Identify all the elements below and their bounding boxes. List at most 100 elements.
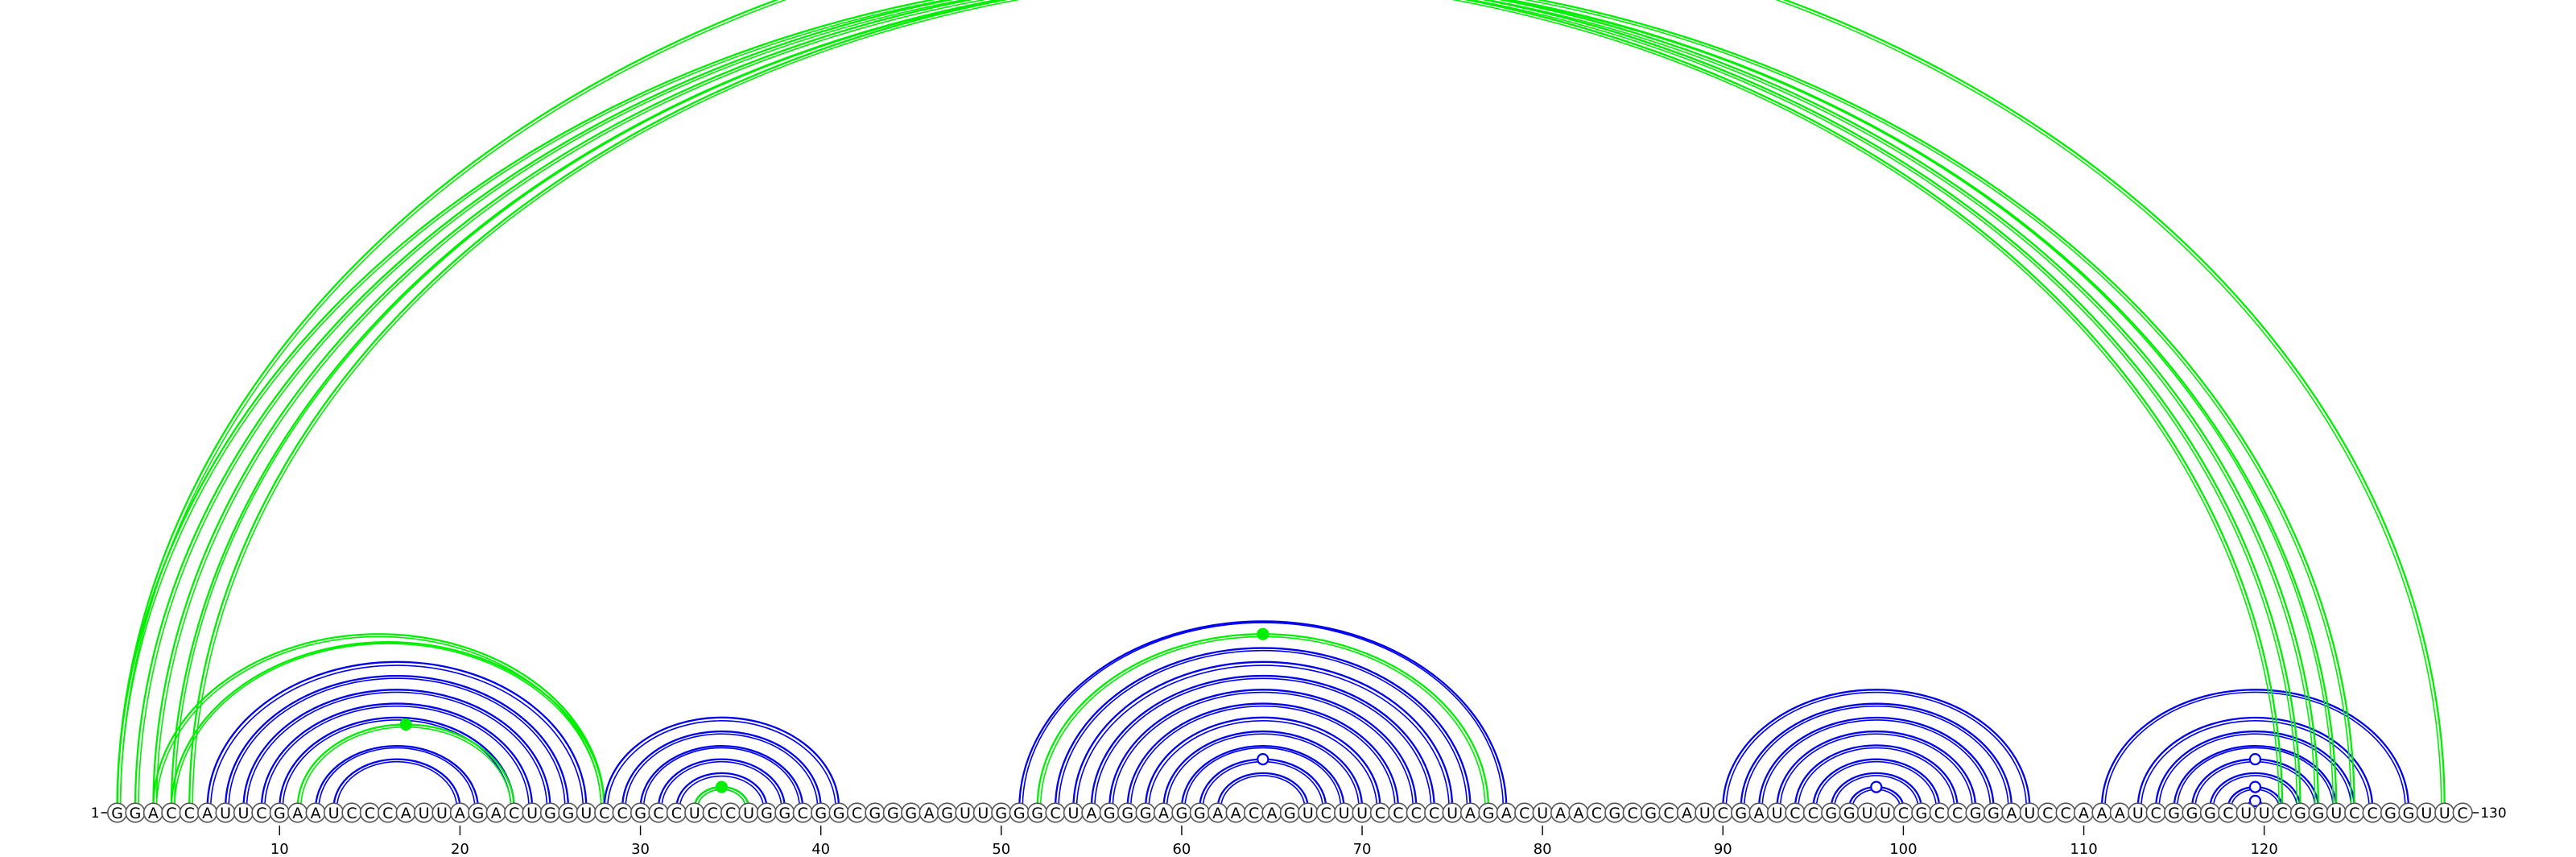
nucleotide-121: C <box>2272 802 2293 823</box>
nucleotide-115: G <box>2164 802 2185 823</box>
arc-12-21 <box>314 744 479 809</box>
nucleotide-letter: U <box>1067 805 1079 822</box>
nucleotide-44: G <box>882 802 903 823</box>
arc-54-75-inner <box>1075 664 1450 809</box>
tick-label-60: 60 <box>1172 841 1191 857</box>
nucleotide-letter: G <box>905 805 917 822</box>
nucleotide-81: A <box>1550 802 1571 823</box>
nucleotide-119: U <box>2235 802 2256 823</box>
nucleotide-37: G <box>756 802 778 823</box>
nucleotide-109: C <box>2055 802 2076 823</box>
arc-8-25 <box>242 689 551 809</box>
nucleotide-41: G <box>828 802 849 823</box>
nucleotide-22: A <box>485 802 506 823</box>
nucleotide-letter: U <box>436 805 448 822</box>
arc-111-128-inner <box>2104 691 2406 809</box>
nucleotide-letter: A <box>2115 805 2125 822</box>
sequence-start-label: 1 <box>91 805 100 822</box>
arc-marker-61-68 <box>1257 752 1269 766</box>
nucleotide-112: A <box>2109 802 2130 823</box>
nucleotide-60: G <box>1171 802 1192 823</box>
arc-6-27-inner <box>209 664 584 809</box>
nucleotide-97: G <box>1839 802 1860 823</box>
nucleotide-letter: G <box>995 805 1007 822</box>
nucleotide-73: C <box>1406 802 1426 823</box>
nucleotide-42: C <box>846 802 868 823</box>
nucleotide-86: G <box>1641 802 1662 823</box>
nucleotide-125: C <box>2344 802 2365 823</box>
nucleotide-letter: G <box>1194 805 1206 822</box>
nucleotide-77: G <box>1478 802 1499 823</box>
nucleotide-118: C <box>2218 802 2239 823</box>
nucleotide-letter: G <box>111 805 123 822</box>
nucleotide-letter: C <box>184 805 195 822</box>
nucleotide-66: G <box>1279 802 1300 823</box>
arc-marker-52-77 <box>1257 627 1269 640</box>
nucleotide-letter: C <box>1934 805 1945 822</box>
nucleotide-98: U <box>1856 802 1878 823</box>
arc-1-130 <box>116 0 2446 809</box>
nucleotide-52: G <box>1027 802 1048 823</box>
nucleotide-85: C <box>1622 802 1643 823</box>
nucleotide-11: A <box>287 802 308 823</box>
arc-1-121-inner <box>119 0 2280 809</box>
nucleotide-5: C <box>179 802 200 823</box>
nucleotide-103: C <box>1947 802 1968 823</box>
nucleotide-letter: G <box>544 805 556 822</box>
nucleotide-20: A <box>449 802 471 823</box>
nucleotide-letter: G <box>2313 805 2325 822</box>
arc-32-37-inner <box>679 775 765 809</box>
nucleotide-letter: A <box>1086 805 1096 822</box>
nucleotide-letter: A <box>1231 805 1241 822</box>
arc-55-74-inner <box>1094 677 1432 809</box>
nucleotide-72: C <box>1388 802 1409 823</box>
nucleotide-8: U <box>233 802 254 823</box>
nucleotide-93: U <box>1766 802 1788 823</box>
nucleotide-letter: A <box>1266 805 1277 822</box>
nucleotide-letter: C <box>1375 805 1385 822</box>
arc-94-103-inner <box>1798 747 1955 809</box>
arc-93-104 <box>1776 730 1977 809</box>
tick-label-100: 100 <box>1889 841 1917 857</box>
arc-92-105-inner <box>1761 719 1992 809</box>
arc-113-126-inner <box>2140 720 2370 809</box>
nucleotide-letter: A <box>1682 805 1692 822</box>
arc-marker-116-123 <box>2248 752 2262 766</box>
nucleotide-letter: C <box>2277 805 2287 822</box>
nucleotide-letter: C <box>2223 805 2233 822</box>
nucleotide-letter: G <box>2403 805 2415 822</box>
arc-60-69 <box>1180 744 1345 809</box>
nucleotide-64: C <box>1243 802 1265 823</box>
arc-117-122-inner <box>2212 775 2298 809</box>
nucleotide-68: C <box>1315 802 1336 823</box>
nucleotide-65: A <box>1261 802 1282 823</box>
arc-94-103 <box>1794 744 1959 809</box>
nucleotide-letter: U <box>977 805 989 822</box>
nucleotide-67: U <box>1298 802 1319 823</box>
nucleotide-letter: A <box>1574 805 1584 822</box>
nucleotide-122: G <box>2289 802 2311 823</box>
nucleotide-39: C <box>792 802 813 823</box>
nucleotide-50: G <box>991 802 1012 823</box>
nucleotide-letter: U <box>1772 805 1783 822</box>
arc-5-125 <box>188 0 2355 809</box>
nucleotide-63: A <box>1225 802 1246 823</box>
nucleotide-32: C <box>666 802 687 823</box>
tick-label-20: 20 <box>451 841 469 857</box>
nucleotide-letter: A <box>1465 805 1476 822</box>
arc-93-104-inner <box>1779 733 1973 809</box>
nucleotide-26: G <box>558 802 579 823</box>
arc-117-122 <box>2209 772 2301 809</box>
arc-53-76 <box>1054 647 1472 809</box>
nucleotide-letter: C <box>1050 805 1060 822</box>
nucleotide-letter: G <box>2294 805 2306 822</box>
nucleotide-letter: C <box>365 805 375 822</box>
arc-111-128 <box>2100 689 2410 809</box>
nucleotide-letter: U <box>2024 805 2035 822</box>
nucleotide-104: G <box>1965 802 1986 823</box>
nucleotide-71: C <box>1369 802 1391 823</box>
arc-61-68-inner <box>1202 760 1323 809</box>
nucleotide-letter: G <box>1825 805 1837 822</box>
nucleotide-letter: U <box>1302 805 1314 822</box>
